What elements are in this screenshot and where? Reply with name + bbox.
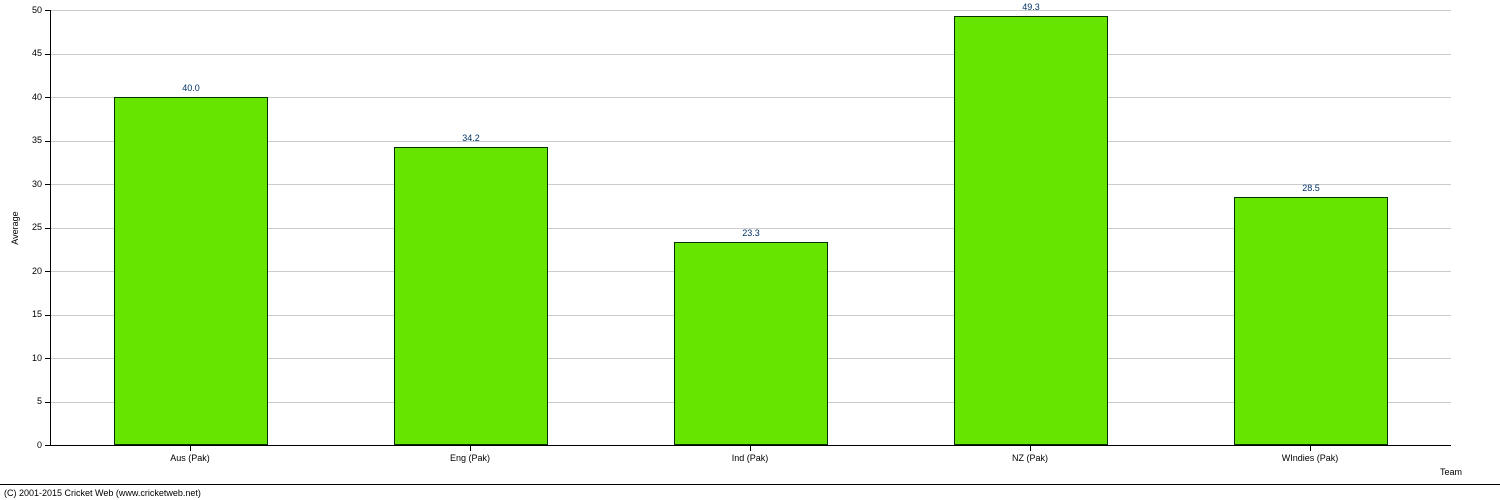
x-tick-mark <box>470 446 471 451</box>
bar-value-label: 40.0 <box>114 83 268 93</box>
gridline <box>51 10 1451 11</box>
x-tick-mark <box>1310 446 1311 451</box>
y-tick-label: 35 <box>12 135 42 145</box>
y-tick-label: 0 <box>12 440 42 450</box>
y-tick-label: 5 <box>12 396 42 406</box>
bar-value-label: 23.3 <box>674 228 828 238</box>
x-tick-label: Eng (Pak) <box>330 453 610 463</box>
y-tick-label: 20 <box>12 266 42 276</box>
y-tick-mark <box>45 358 50 359</box>
x-tick-mark <box>750 446 751 451</box>
y-tick-label: 30 <box>12 179 42 189</box>
x-tick-label: NZ (Pak) <box>890 453 1170 463</box>
x-tick-label: Ind (Pak) <box>610 453 890 463</box>
y-tick-label: 15 <box>12 309 42 319</box>
y-tick-mark <box>45 141 50 142</box>
plot-area: 40.034.223.349.328.5 <box>50 10 1451 446</box>
chart-container: 40.034.223.349.328.5 Average Team (C) 20… <box>0 0 1500 500</box>
bar-value-label: 34.2 <box>394 133 548 143</box>
x-tick-label: Aus (Pak) <box>50 453 330 463</box>
credit-text: (C) 2001-2015 Cricket Web (www.cricketwe… <box>4 488 201 498</box>
x-axis-title: Team <box>1440 467 1462 477</box>
y-tick-label: 45 <box>12 48 42 58</box>
y-tick-mark <box>45 445 50 446</box>
bar <box>674 242 828 445</box>
bar <box>954 16 1108 445</box>
bar <box>114 97 268 445</box>
bar-value-label: 49.3 <box>954 2 1108 12</box>
y-tick-mark <box>45 10 50 11</box>
y-tick-label: 10 <box>12 353 42 363</box>
bar-value-label: 28.5 <box>1234 183 1388 193</box>
y-tick-mark <box>45 402 50 403</box>
x-tick-mark <box>1030 446 1031 451</box>
y-tick-mark <box>45 97 50 98</box>
x-tick-mark <box>190 446 191 451</box>
bar <box>394 147 548 445</box>
x-tick-label: WIndies (Pak) <box>1170 453 1450 463</box>
y-tick-mark <box>45 184 50 185</box>
y-tick-label: 40 <box>12 92 42 102</box>
gridline <box>51 54 1451 55</box>
y-tick-mark <box>45 315 50 316</box>
credit-footer: (C) 2001-2015 Cricket Web (www.cricketwe… <box>0 484 1500 500</box>
y-tick-mark <box>45 228 50 229</box>
y-tick-mark <box>45 54 50 55</box>
bar <box>1234 197 1388 445</box>
y-tick-label: 50 <box>12 5 42 15</box>
y-tick-label: 25 <box>12 222 42 232</box>
y-tick-mark <box>45 271 50 272</box>
